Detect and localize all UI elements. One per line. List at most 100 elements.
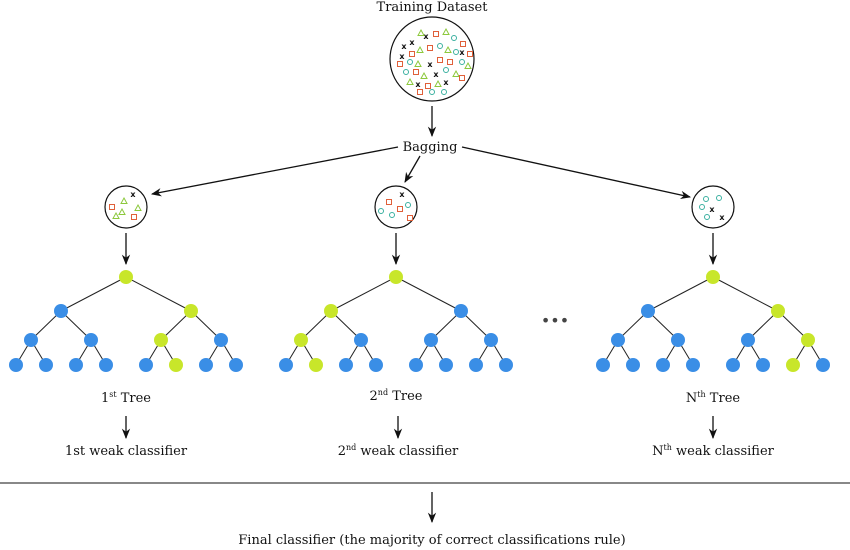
triangle-marker — [417, 28, 425, 36]
tree-node — [84, 333, 98, 347]
decision-tree-n — [596, 270, 830, 372]
tree-node — [229, 358, 243, 372]
tree-edge — [60, 276, 127, 312]
x-marker: x — [399, 190, 405, 199]
square-marker — [425, 83, 431, 89]
tree-label-1: 1st Tree — [101, 390, 151, 406]
circle-marker — [437, 43, 443, 49]
circle-marker — [716, 195, 722, 201]
x-marker: x — [415, 80, 421, 89]
x-marker: x — [719, 213, 725, 222]
triangle-marker — [120, 196, 128, 204]
circle-marker — [453, 49, 459, 55]
tree-edge — [395, 276, 462, 312]
x-marker: x — [423, 32, 429, 41]
bootstrap-sample-n: xx — [691, 185, 735, 229]
tree-node — [139, 358, 153, 372]
x-marker: x — [709, 205, 715, 214]
arrow-bagging-to-sample-2 — [404, 155, 421, 183]
circle-marker — [703, 196, 709, 202]
bootstrap-sample-2: x — [374, 185, 418, 229]
tree-node — [169, 358, 183, 372]
final-classifier-label: Final classifier (the majority of correc… — [238, 533, 625, 548]
x-marker: x — [443, 78, 449, 87]
square-marker — [409, 51, 415, 57]
tree-node — [741, 333, 755, 347]
tree-label-2: 2nd Tree — [370, 388, 423, 404]
tree-node — [54, 304, 68, 318]
triangle-marker — [442, 27, 450, 35]
square-marker — [397, 61, 403, 67]
tree-node — [816, 358, 830, 372]
square-marker — [386, 199, 392, 205]
tree-node — [369, 358, 383, 372]
tree-node — [294, 333, 308, 347]
tree-node — [119, 270, 133, 284]
tree-node — [214, 333, 228, 347]
tree-node — [756, 358, 770, 372]
x-marker: x — [427, 60, 433, 69]
tree-node — [671, 333, 685, 347]
tree-node — [309, 358, 323, 372]
tree-node — [454, 304, 468, 318]
square-marker — [460, 41, 466, 47]
tree-node — [409, 358, 423, 372]
triangle-marker — [134, 203, 142, 211]
tree-node — [354, 333, 368, 347]
tree-node — [69, 358, 83, 372]
square-marker — [417, 89, 423, 95]
tree-node — [154, 333, 168, 347]
tree-node — [439, 358, 453, 372]
tree-node — [324, 304, 338, 318]
x-marker: x — [130, 190, 136, 199]
circle-marker — [699, 204, 705, 210]
tree-node — [39, 358, 53, 372]
tree-node — [24, 333, 38, 347]
tree-node — [99, 358, 113, 372]
square-marker — [447, 59, 453, 65]
square-marker — [131, 214, 137, 220]
tree-node — [641, 304, 655, 318]
x-marker: x — [399, 52, 405, 61]
square-marker — [467, 51, 473, 57]
tree-node — [706, 270, 720, 284]
bootstrap-sample-1: x — [104, 185, 148, 229]
circle-marker — [704, 214, 710, 220]
triangle-marker — [464, 61, 472, 69]
arrow-bagging-to-sample-1 — [150, 146, 399, 197]
arrow-bagging-to-sample-n — [461, 146, 692, 200]
tree-node — [611, 333, 625, 347]
tree-label-n: Nth Tree — [686, 390, 740, 406]
x-marker: x — [401, 42, 407, 51]
tree-node — [389, 270, 403, 284]
tree-node — [686, 358, 700, 372]
square-marker — [413, 69, 419, 75]
square-marker — [437, 57, 443, 63]
tree-edge — [125, 276, 192, 312]
triangle-marker — [452, 69, 460, 77]
circle-marker — [441, 89, 447, 95]
tree-node — [726, 358, 740, 372]
circle-marker — [443, 67, 449, 73]
tree-node — [484, 333, 498, 347]
tree-node — [279, 358, 293, 372]
x-marker: x — [409, 38, 415, 47]
x-marker: x — [433, 70, 439, 79]
tree-node — [656, 358, 670, 372]
circle-marker — [389, 212, 395, 218]
classifier-label-2: 2nd weak classifier — [338, 443, 459, 459]
triangle-marker — [416, 45, 424, 53]
classifier-label-1: 1st weak classifier — [65, 444, 188, 459]
square-marker — [407, 215, 413, 221]
tree-node — [184, 304, 198, 318]
diagram-title: Training Dataset — [377, 0, 489, 15]
tree-node — [596, 358, 610, 372]
tree-edge — [647, 276, 714, 312]
circle-marker — [459, 59, 465, 65]
square-marker — [109, 204, 115, 210]
square-marker — [427, 45, 433, 51]
triangle-marker — [444, 45, 452, 53]
